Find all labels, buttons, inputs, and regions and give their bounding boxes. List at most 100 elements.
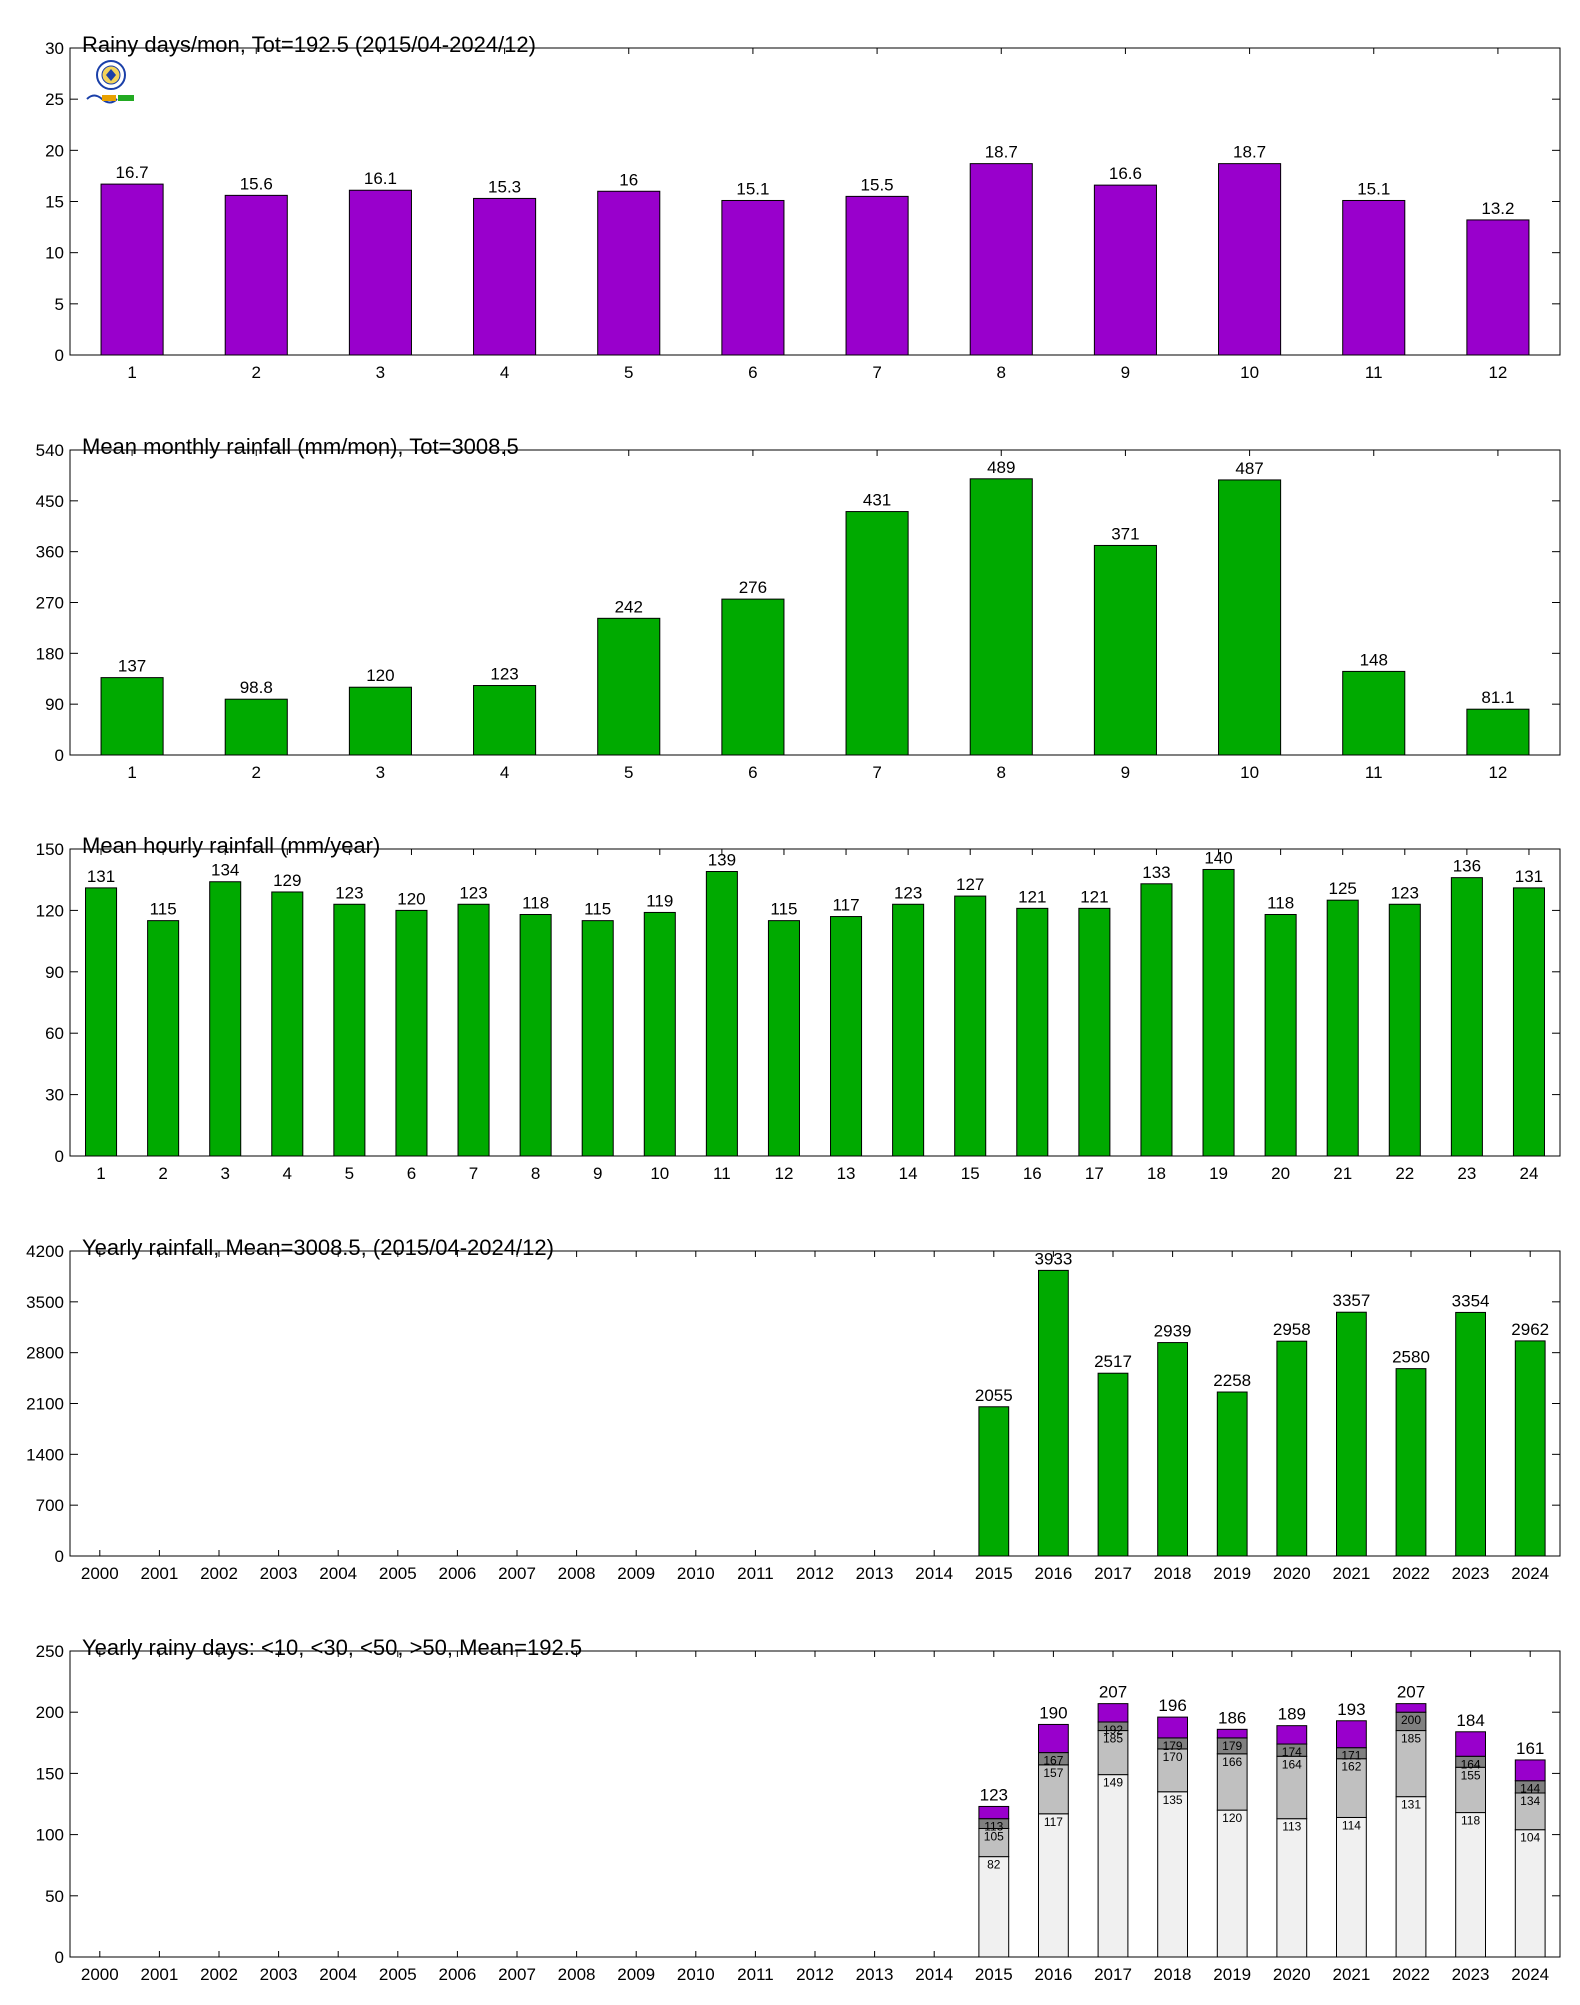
- x-tick-label: 8: [997, 763, 1006, 782]
- x-tick-label: 17: [1085, 1164, 1104, 1183]
- stacked-bar-segment: [1097, 1774, 1129, 1958]
- y-tick-label: 90: [45, 963, 64, 982]
- segment-value-label: 185: [1103, 1732, 1123, 1746]
- bar-value-label: 2517: [1094, 1352, 1132, 1371]
- bar-value-label: 16.7: [116, 163, 149, 182]
- stacked-bar-segment: [978, 1856, 1010, 1958]
- bar: [721, 598, 785, 756]
- segment-value-label: 192: [1103, 1723, 1123, 1737]
- x-tick-label: 3: [376, 363, 385, 382]
- bar: [1395, 1368, 1427, 1557]
- bar-value-label: 118: [522, 893, 549, 912]
- bar: [348, 686, 412, 756]
- bar: [1276, 1340, 1308, 1557]
- x-tick-label: 2003: [260, 1965, 298, 1984]
- bar-value-label: 2939: [1154, 1322, 1192, 1341]
- bar-value-label: 121: [1080, 887, 1108, 906]
- x-tick-label: 2023: [1452, 1965, 1490, 1984]
- bar: [892, 903, 925, 1157]
- bar: [1455, 1311, 1486, 1557]
- stacked-bar-segment: [978, 1827, 1010, 1858]
- y-tick-label: 20: [45, 141, 64, 160]
- x-tick-label: 2007: [498, 1965, 536, 1984]
- x-tick-label: 2004: [319, 1564, 357, 1583]
- bar: [830, 916, 863, 1157]
- bar-value-label: 123: [335, 883, 363, 902]
- bar-value-label: 2055: [975, 1386, 1013, 1405]
- chart-panel-3: Mean hourly rainfall (mm/year)0306090120…: [36, 833, 1561, 1183]
- segment-value-label: 120: [1222, 1811, 1242, 1825]
- bar: [100, 677, 164, 756]
- y-tick-label: 450: [36, 492, 64, 511]
- bar: [1512, 887, 1545, 1157]
- x-tick-label: 19: [1209, 1164, 1228, 1183]
- x-tick-label: 2010: [677, 1564, 715, 1583]
- stacked-bar-segment: [1455, 1731, 1486, 1757]
- x-tick-label: 2021: [1332, 1965, 1370, 1984]
- bar-value-label: 131: [87, 867, 115, 886]
- stacked-bar-segment: [1395, 1730, 1427, 1798]
- chart-panel-5: Yearly rainy days: <10, <30, <50, >50, M…: [36, 1635, 1561, 1984]
- x-tick-label: 10: [1240, 763, 1259, 782]
- bar: [845, 511, 909, 756]
- x-tick-label: 4: [500, 363, 509, 382]
- bar-value-label: 131: [1515, 867, 1543, 886]
- x-tick-label: 6: [748, 363, 757, 382]
- bar: [85, 887, 118, 1157]
- segment-value-label: 144: [1520, 1782, 1540, 1796]
- y-tick-label: 15: [45, 193, 64, 212]
- x-tick-label: 7: [469, 1164, 478, 1183]
- bar: [721, 199, 785, 356]
- x-tick-label: 9: [1121, 763, 1130, 782]
- x-tick-label: 2021: [1332, 1564, 1370, 1583]
- bar-value-label: 133: [1142, 863, 1170, 882]
- bar: [100, 183, 164, 356]
- bar: [1140, 883, 1173, 1157]
- bar-value-label: 431: [863, 491, 891, 510]
- x-tick-label: 2015: [975, 1965, 1013, 1984]
- stacked-bar-segment: [978, 1805, 1010, 1820]
- plot-frame: [69, 449, 1561, 756]
- bar-total-label: 161: [1516, 1739, 1544, 1758]
- stacked-bar-segment: [1336, 1758, 1367, 1818]
- y-tick-label: 120: [36, 901, 64, 920]
- bar-value-label: 15.3: [488, 177, 521, 196]
- bar-value-label: 123: [894, 883, 922, 902]
- segment-value-label: 117: [1044, 1815, 1063, 1829]
- bar-value-label: 242: [615, 597, 643, 616]
- bar: [473, 685, 537, 756]
- segment-value-label: 105: [984, 1829, 1004, 1843]
- bar-total-label: 207: [1099, 1683, 1127, 1702]
- x-tick-label: 2022: [1392, 1564, 1430, 1583]
- x-tick-label: 2017: [1094, 1965, 1132, 1984]
- x-tick-label: 14: [899, 1164, 918, 1183]
- bar-value-label: 123: [459, 883, 487, 902]
- bar: [954, 895, 987, 1157]
- segment-value-label: 164: [1282, 1757, 1302, 1771]
- bar-value-label: 140: [1204, 848, 1232, 867]
- segment-value-label: 118: [1461, 1814, 1480, 1828]
- bar-value-label: 115: [150, 900, 177, 919]
- stacked-bar-segment: [1157, 1748, 1188, 1793]
- bar-value-label: 371: [1111, 524, 1139, 543]
- y-tick-label: 700: [36, 1496, 64, 1515]
- x-tick-label: 2014: [915, 1564, 953, 1583]
- bar-total-label: 189: [1278, 1705, 1306, 1724]
- x-tick-label: 2016: [1034, 1965, 1072, 1984]
- bar: [1093, 544, 1157, 756]
- stacked-bar-segment: [1455, 1766, 1486, 1814]
- x-tick-label: 12: [774, 1164, 793, 1183]
- x-tick-label: 2: [252, 363, 261, 382]
- x-tick-label: 2015: [975, 1564, 1013, 1583]
- y-tick-label: 4200: [26, 1242, 64, 1261]
- x-tick-label: 2019: [1213, 1564, 1251, 1583]
- x-tick-label: 24: [1519, 1164, 1538, 1183]
- bar: [969, 163, 1033, 356]
- bar: [1388, 903, 1421, 1157]
- bar-value-label: 136: [1453, 857, 1481, 876]
- x-tick-label: 2009: [617, 1564, 655, 1583]
- segment-value-label: 171: [1341, 1749, 1361, 1763]
- bar: [597, 617, 661, 756]
- bar-value-label: 98.8: [240, 678, 273, 697]
